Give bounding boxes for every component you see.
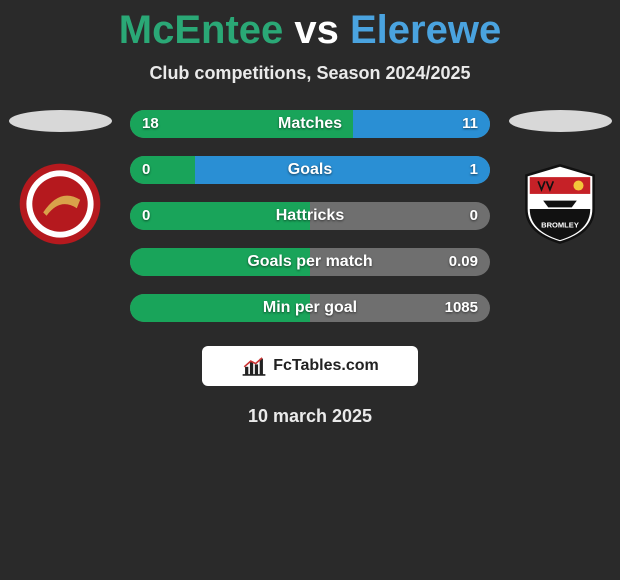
stat-row: 00Hattricks	[130, 202, 490, 230]
left-badge-column	[0, 110, 120, 246]
stat-label: Matches	[130, 110, 490, 138]
bars-container: 1811Matches 01Goals 00Hattricks 0.09Goals p…	[130, 110, 490, 322]
stat-label: Min per goal	[130, 294, 490, 322]
stat-label: Goals per match	[130, 248, 490, 276]
stat-label: Goals	[130, 156, 490, 184]
shadow-ellipse-left	[9, 110, 112, 132]
bar-chart-icon	[241, 355, 267, 377]
comparison-area: BROMLEY 1811Matches 01Goals 00Hattricks 0.0…	[0, 110, 620, 322]
brand-badge: FcTables.com	[202, 346, 418, 386]
brand-text: FcTables.com	[273, 357, 379, 375]
svg-text:BROMLEY: BROMLEY	[541, 221, 579, 230]
stat-label: Hattricks	[130, 202, 490, 230]
subtitle: Club competitions, Season 2024/2025	[0, 63, 620, 84]
stat-row: 0.09Goals per match	[130, 248, 490, 276]
stat-row: 1811Matches	[130, 110, 490, 138]
stat-row: 1085Min per goal	[130, 294, 490, 322]
player1-name: McEntee	[119, 8, 284, 52]
vs-text: vs	[283, 8, 350, 52]
walsall-crest-icon	[18, 162, 102, 246]
page-title: McEntee vs Elerewe	[0, 0, 620, 53]
right-badge-column: BROMLEY	[500, 110, 620, 246]
player2-name: Elerewe	[350, 8, 501, 52]
shadow-ellipse-right	[509, 110, 612, 132]
stat-row: 01Goals	[130, 156, 490, 184]
date-text: 10 march 2025	[0, 406, 620, 427]
bromley-crest-icon: BROMLEY	[518, 162, 602, 246]
